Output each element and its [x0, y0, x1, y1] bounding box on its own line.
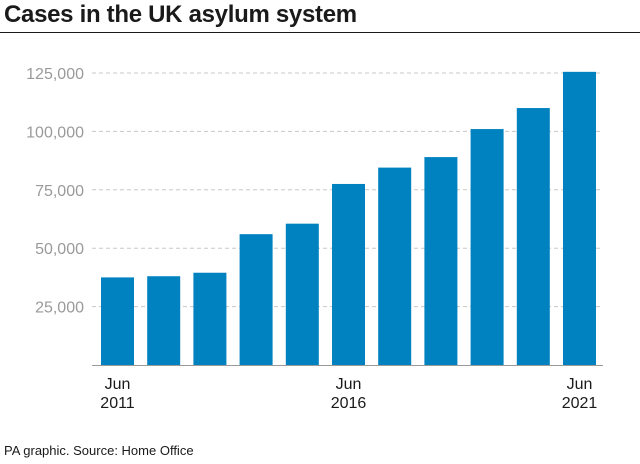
bar: [193, 272, 227, 365]
bar: [516, 108, 550, 365]
bar: [101, 277, 134, 365]
y-tick-label: 25,000: [35, 300, 84, 317]
title-rule: [0, 32, 640, 33]
bar: [239, 234, 273, 365]
x-tick-labels: Jun 2011 Jun 2016 Jun 2021: [100, 376, 597, 412]
y-tick-label: 100,000: [26, 124, 84, 141]
bar: [563, 71, 596, 365]
bar: [470, 129, 504, 365]
bar: [378, 167, 412, 365]
bars: [101, 71, 596, 365]
x-tick-label: Jun 2016: [331, 376, 367, 412]
bar: [147, 276, 181, 365]
y-tick-label: 125,000: [26, 66, 84, 83]
chart-title: Cases in the UK asylum system: [4, 1, 357, 28]
bar-chart: 25,000 50,000 75,000 100,000 125,000 Jun 2011…: [26, 66, 603, 412]
y-tick-label: 75,000: [35, 183, 84, 200]
y-tick-label: 50,000: [35, 241, 84, 258]
source-note: PA graphic. Source: Home Office: [4, 443, 194, 458]
x-tick-label: Jun 2011: [100, 376, 135, 412]
bar: [285, 223, 319, 365]
x-tick-label: Jun 2021: [562, 376, 598, 412]
y-tick-labels: 25,000 50,000 75,000 100,000 125,000: [26, 66, 84, 317]
bar: [332, 183, 365, 365]
bar: [424, 157, 458, 365]
